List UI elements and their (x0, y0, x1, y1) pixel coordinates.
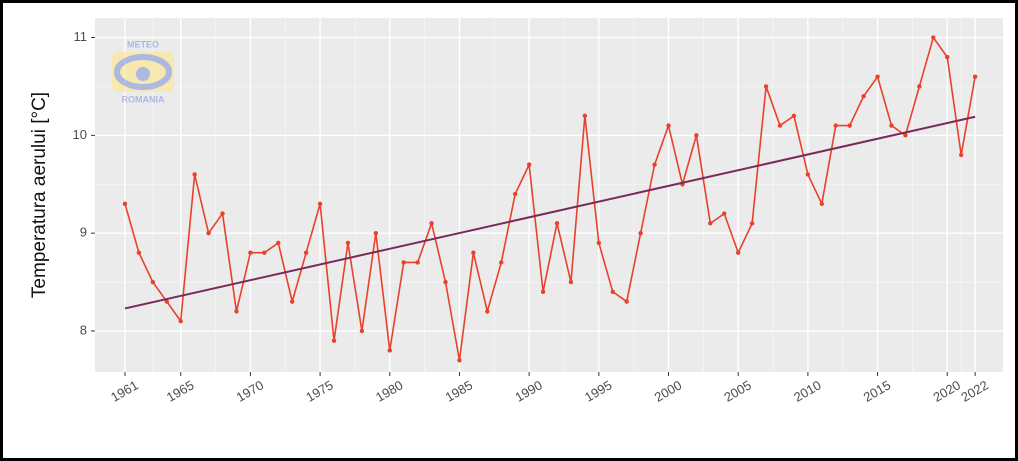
data-point (457, 358, 462, 363)
data-point (359, 328, 365, 334)
data-point (526, 162, 532, 167)
data-point (958, 152, 964, 158)
data-point (624, 299, 629, 304)
data-point (708, 221, 713, 226)
data-point (290, 299, 295, 304)
data-point (178, 318, 183, 324)
data-line (124, 35, 976, 361)
data-point (582, 113, 588, 118)
logo-top: METEO (127, 39, 159, 49)
data-point (875, 74, 880, 79)
y-tick-label: 8 (80, 322, 87, 337)
data-point (150, 279, 156, 285)
data-point (317, 201, 323, 207)
grid (95, 18, 1003, 372)
data-point (415, 260, 420, 265)
data-point (122, 201, 128, 207)
data-point (262, 250, 267, 255)
data-point (136, 250, 142, 255)
y-tick-label: 9 (80, 225, 87, 240)
y-tick-label: 11 (74, 29, 88, 44)
data-point (666, 123, 671, 128)
data-point (931, 35, 936, 40)
data-point (499, 260, 504, 265)
data-point (596, 240, 602, 246)
data-point (554, 221, 560, 226)
logo-ring (114, 54, 172, 90)
data-point (945, 54, 950, 60)
data-point (972, 74, 978, 79)
data-point (847, 123, 852, 128)
data-point (303, 250, 309, 255)
data-point (234, 309, 239, 314)
data-point (722, 211, 727, 216)
data-point (443, 279, 448, 285)
data-point (331, 338, 337, 343)
y-axis-label: Temperatura aerului [°C] (29, 92, 50, 298)
data-point (485, 309, 490, 314)
data-point (638, 230, 643, 236)
data-point (276, 240, 281, 246)
data-point (917, 84, 922, 89)
data-point (805, 172, 811, 177)
plot-panel (95, 18, 1003, 372)
logo: METEO ROMANIA (112, 39, 174, 104)
data-point (387, 348, 392, 353)
data-point (819, 201, 825, 207)
data-point (903, 133, 908, 138)
data-point (513, 191, 518, 197)
data-point (471, 250, 476, 255)
data-point (889, 123, 894, 128)
data-point (763, 84, 769, 89)
data-point (833, 123, 838, 128)
data-point (206, 230, 211, 236)
logo-dot (136, 67, 150, 81)
data-point (164, 299, 169, 304)
data-point (192, 172, 197, 177)
y-tick-label: 10 (73, 127, 87, 142)
data-point (401, 260, 406, 265)
data-point (568, 279, 574, 285)
data-point (777, 123, 783, 128)
logo-bottom: ROMANIA (122, 94, 165, 104)
trend-line (124, 115, 976, 310)
data-point (652, 162, 657, 167)
data-point (429, 221, 434, 226)
data-point (610, 289, 615, 295)
data-point (735, 250, 741, 255)
data-point (694, 133, 699, 138)
data-point (220, 211, 225, 216)
data-point (540, 289, 546, 295)
data-point (791, 113, 797, 118)
data-point (861, 94, 866, 99)
data-point (345, 240, 351, 246)
data-point (749, 221, 755, 226)
data-point (373, 230, 379, 236)
data-point (248, 250, 253, 255)
